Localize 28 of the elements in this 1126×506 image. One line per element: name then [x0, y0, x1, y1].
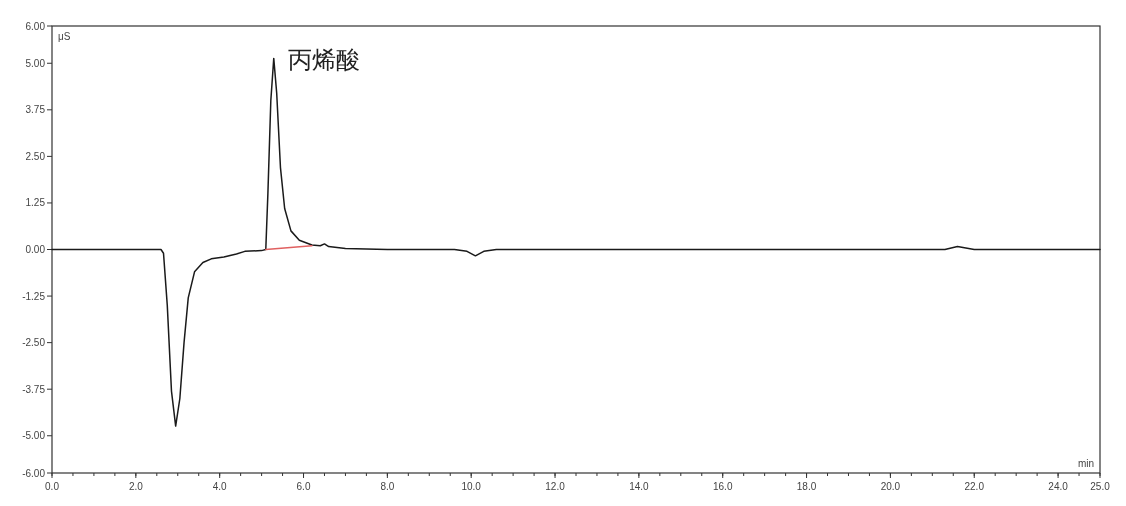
x-tick-label: 25.0	[1090, 481, 1111, 492]
x-tick-label: 18.0	[796, 481, 817, 492]
x-tick-label: 2.0	[128, 481, 144, 492]
y-tick-label: -3.75	[22, 383, 46, 395]
x-tick-label: 4.0	[212, 481, 228, 492]
y-axis-title: μS	[58, 31, 71, 42]
x-tick-label: 8.0	[380, 481, 395, 492]
x-tick-label: 14.0	[629, 481, 650, 492]
y-tick-label: -2.50	[22, 337, 46, 349]
x-tick-label: 20.0	[880, 481, 901, 492]
y-tick-label: 0.00	[25, 244, 46, 255]
x-tick-label: 12.0	[545, 481, 566, 492]
x-axis-title: min	[1077, 458, 1094, 469]
x-tick-label: 24.0	[1048, 481, 1069, 492]
y-tick-label: 5.00	[25, 57, 46, 69]
x-tick-label: 10.0	[461, 481, 482, 492]
y-tick-label: 3.75	[25, 104, 46, 116]
x-tick-label: 6.0	[296, 481, 311, 492]
y-tick-label: 1.25	[25, 197, 46, 209]
x-tick-label: 0.0	[45, 481, 60, 492]
y-tick-label: -1.25	[22, 290, 46, 302]
y-tick-label: -6.00	[22, 467, 46, 479]
y-tick-label: 2.50	[25, 150, 46, 162]
annotation: 丙烯酸	[287, 46, 360, 74]
x-tick-label: 16.0	[712, 481, 733, 492]
x-tick-label: 22.0	[964, 481, 985, 492]
y-tick-label: -5.00	[22, 430, 46, 442]
y-tick-label: 6.00	[25, 20, 46, 32]
